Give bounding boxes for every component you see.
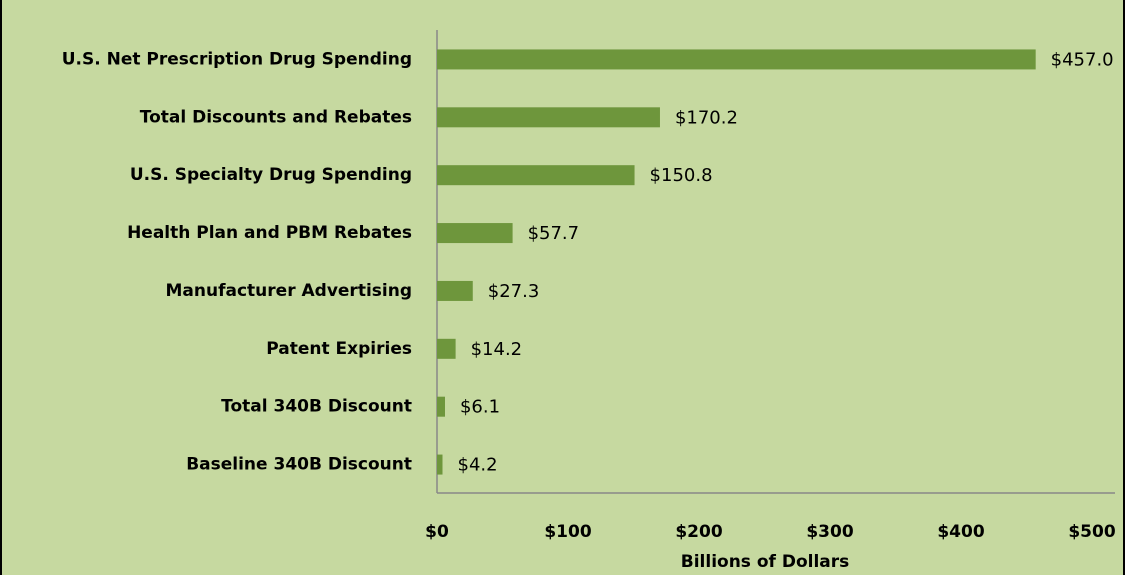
bar xyxy=(437,338,456,359)
y-tick-label: Health Plan and PBM Rebates xyxy=(127,223,412,243)
bar xyxy=(437,49,1036,70)
value-label: $27.3 xyxy=(488,281,540,302)
value-label: $4.2 xyxy=(458,455,498,476)
bar xyxy=(437,165,635,186)
x-axis-title: Billions of Dollars xyxy=(681,552,850,572)
y-tick-label: Baseline 340B Discount xyxy=(186,455,412,475)
x-tick-label: $100 xyxy=(544,522,591,542)
value-label: $457.0 xyxy=(1051,49,1114,70)
value-label: $170.2 xyxy=(675,107,738,128)
y-tick-label: U.S. Specialty Drug Spending xyxy=(130,165,412,185)
x-tick-label: $400 xyxy=(937,522,984,542)
y-tick-label: Manufacturer Advertising xyxy=(166,281,412,301)
x-tick-label: $300 xyxy=(806,522,853,542)
x-tick-label: $500 xyxy=(1068,522,1115,542)
x-tick-label: $200 xyxy=(675,522,722,542)
value-label: $57.7 xyxy=(528,223,580,244)
bar xyxy=(437,396,445,417)
value-label: $6.1 xyxy=(460,397,500,418)
bar xyxy=(437,280,473,301)
y-tick-label: Total Discounts and Rebates xyxy=(140,107,412,127)
value-label: $14.2 xyxy=(471,339,523,360)
y-tick-label: U.S. Net Prescription Drug Spending xyxy=(62,49,412,69)
bar xyxy=(437,454,443,475)
x-tick-label: $0 xyxy=(425,522,449,542)
y-tick-label: Patent Expiries xyxy=(266,339,412,359)
value-label: $150.8 xyxy=(650,165,713,186)
y-tick-label: Total 340B Discount xyxy=(221,397,412,417)
bar xyxy=(437,223,513,244)
bar xyxy=(437,107,660,128)
